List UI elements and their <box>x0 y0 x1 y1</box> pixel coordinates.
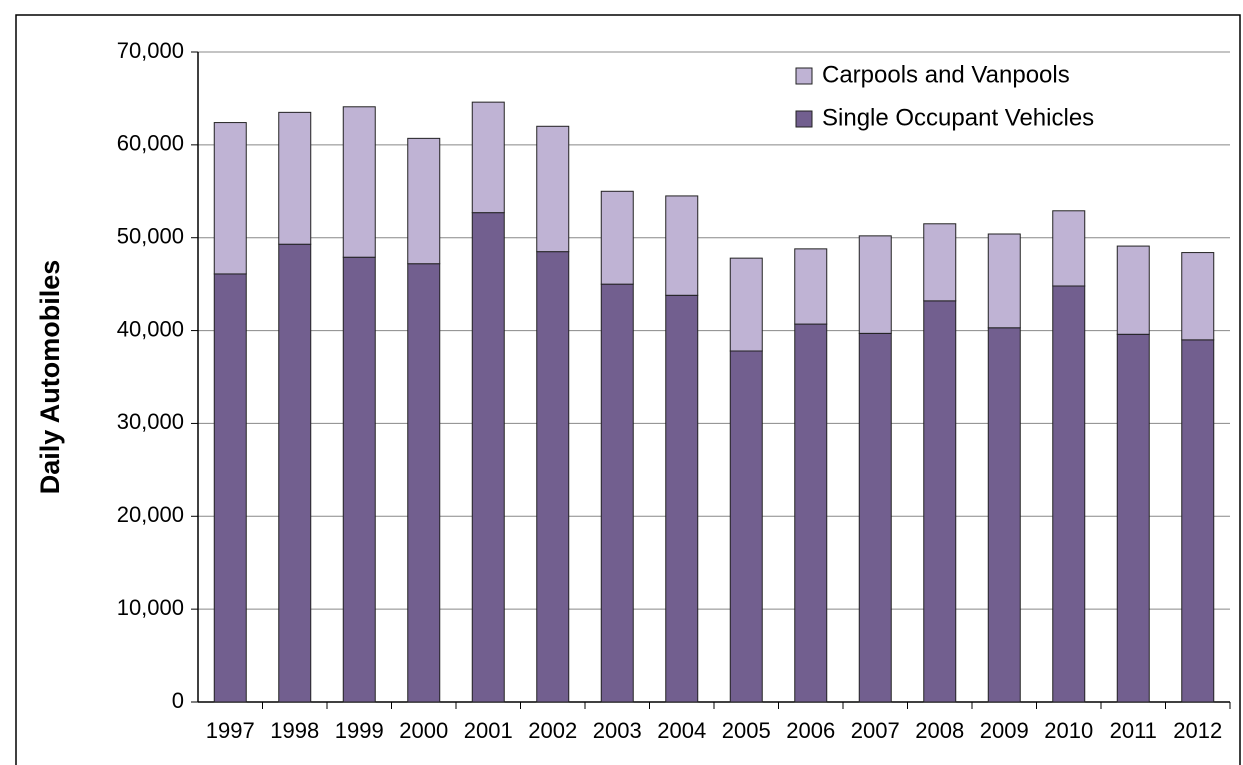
y-tick-label: 20,000 <box>117 502 184 527</box>
bar-segment <box>794 248 828 325</box>
bar-segment <box>471 101 505 214</box>
bar-segment <box>278 111 312 245</box>
bar-segment <box>536 251 570 703</box>
bar-segment <box>407 137 441 265</box>
x-tick-label: 2008 <box>915 718 964 743</box>
bar-segment <box>342 106 376 258</box>
bar-segment <box>1052 285 1086 703</box>
x-tick-label: 1999 <box>335 718 384 743</box>
x-tick-label: 2006 <box>786 718 835 743</box>
bar-segment <box>213 122 247 275</box>
bar-segment <box>600 190 634 285</box>
bar-segment <box>794 323 828 703</box>
x-tick-label: 2010 <box>1044 718 1093 743</box>
y-tick-label: 30,000 <box>117 409 184 434</box>
y-tick-label: 10,000 <box>117 595 184 620</box>
x-tick-label: 2007 <box>851 718 900 743</box>
bar-segment <box>342 256 376 703</box>
y-tick-label: 0 <box>172 688 184 713</box>
x-tick-label: 2009 <box>980 718 1029 743</box>
x-tick-label: 2011 <box>1110 718 1157 743</box>
bar-segment <box>987 327 1021 703</box>
bar-segment <box>665 294 699 703</box>
bar-segment <box>600 283 634 703</box>
bar-segment <box>213 273 247 703</box>
x-tick-label: 1998 <box>270 718 319 743</box>
bar-segment <box>471 212 505 703</box>
legend-swatch <box>795 67 813 85</box>
bar-segment <box>407 263 441 703</box>
legend-swatch <box>795 110 813 128</box>
bar-segment <box>1181 339 1215 703</box>
x-tick-label: 2005 <box>722 718 771 743</box>
bar-segment <box>278 243 312 703</box>
y-tick-label: 40,000 <box>117 316 184 341</box>
frame <box>15 14 1241 765</box>
x-tick-label: 2000 <box>399 718 448 743</box>
legend-label: Carpools and Vanpools <box>822 61 1070 88</box>
bar-segment <box>987 233 1021 329</box>
x-tick-label: 2003 <box>593 718 642 743</box>
bar-segment <box>729 350 763 703</box>
x-tick-label: 2002 <box>528 718 577 743</box>
bar-segment <box>923 300 957 703</box>
bar-segment <box>858 332 892 703</box>
bar-segment <box>858 235 892 334</box>
bar-segment <box>536 125 570 253</box>
x-tick-label: 2004 <box>657 718 706 743</box>
x-tick-label: 1997 <box>206 718 255 743</box>
bar-segment <box>1181 252 1215 341</box>
y-axis-title: Daily Automobiles <box>35 260 65 495</box>
bar-segment <box>1116 333 1150 703</box>
bar-segment <box>923 223 957 302</box>
bar-segment <box>665 195 699 296</box>
y-tick-label: 50,000 <box>117 224 184 249</box>
y-tick-label: 60,000 <box>117 131 184 156</box>
bar-segment <box>1052 210 1086 287</box>
legend-label: Single Occupant Vehicles <box>822 104 1094 131</box>
bar-segment <box>729 257 763 352</box>
x-tick-label: 2012 <box>1173 718 1222 743</box>
bar-segment <box>1116 245 1150 335</box>
x-tick-label: 2001 <box>464 718 513 743</box>
y-tick-label: 70,000 <box>117 38 184 63</box>
